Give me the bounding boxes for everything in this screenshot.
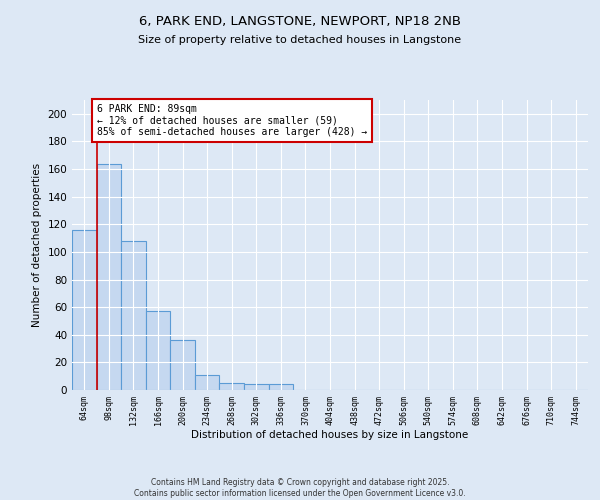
Y-axis label: Number of detached properties: Number of detached properties bbox=[32, 163, 42, 327]
Bar bbox=[72, 230, 97, 390]
Text: Contains HM Land Registry data © Crown copyright and database right 2025.
Contai: Contains HM Land Registry data © Crown c… bbox=[134, 478, 466, 498]
Text: 6, PARK END, LANGSTONE, NEWPORT, NP18 2NB: 6, PARK END, LANGSTONE, NEWPORT, NP18 2N… bbox=[139, 15, 461, 28]
Text: 6 PARK END: 89sqm
← 12% of detached houses are smaller (59)
85% of semi-detached: 6 PARK END: 89sqm ← 12% of detached hous… bbox=[97, 104, 367, 138]
Bar bbox=[121, 241, 146, 390]
Bar bbox=[220, 383, 244, 390]
Text: Size of property relative to detached houses in Langstone: Size of property relative to detached ho… bbox=[139, 35, 461, 45]
Bar bbox=[97, 164, 121, 390]
Bar bbox=[195, 375, 220, 390]
Bar bbox=[244, 384, 269, 390]
Bar bbox=[146, 312, 170, 390]
X-axis label: Distribution of detached houses by size in Langstone: Distribution of detached houses by size … bbox=[191, 430, 469, 440]
Bar bbox=[170, 340, 195, 390]
Bar bbox=[269, 384, 293, 390]
